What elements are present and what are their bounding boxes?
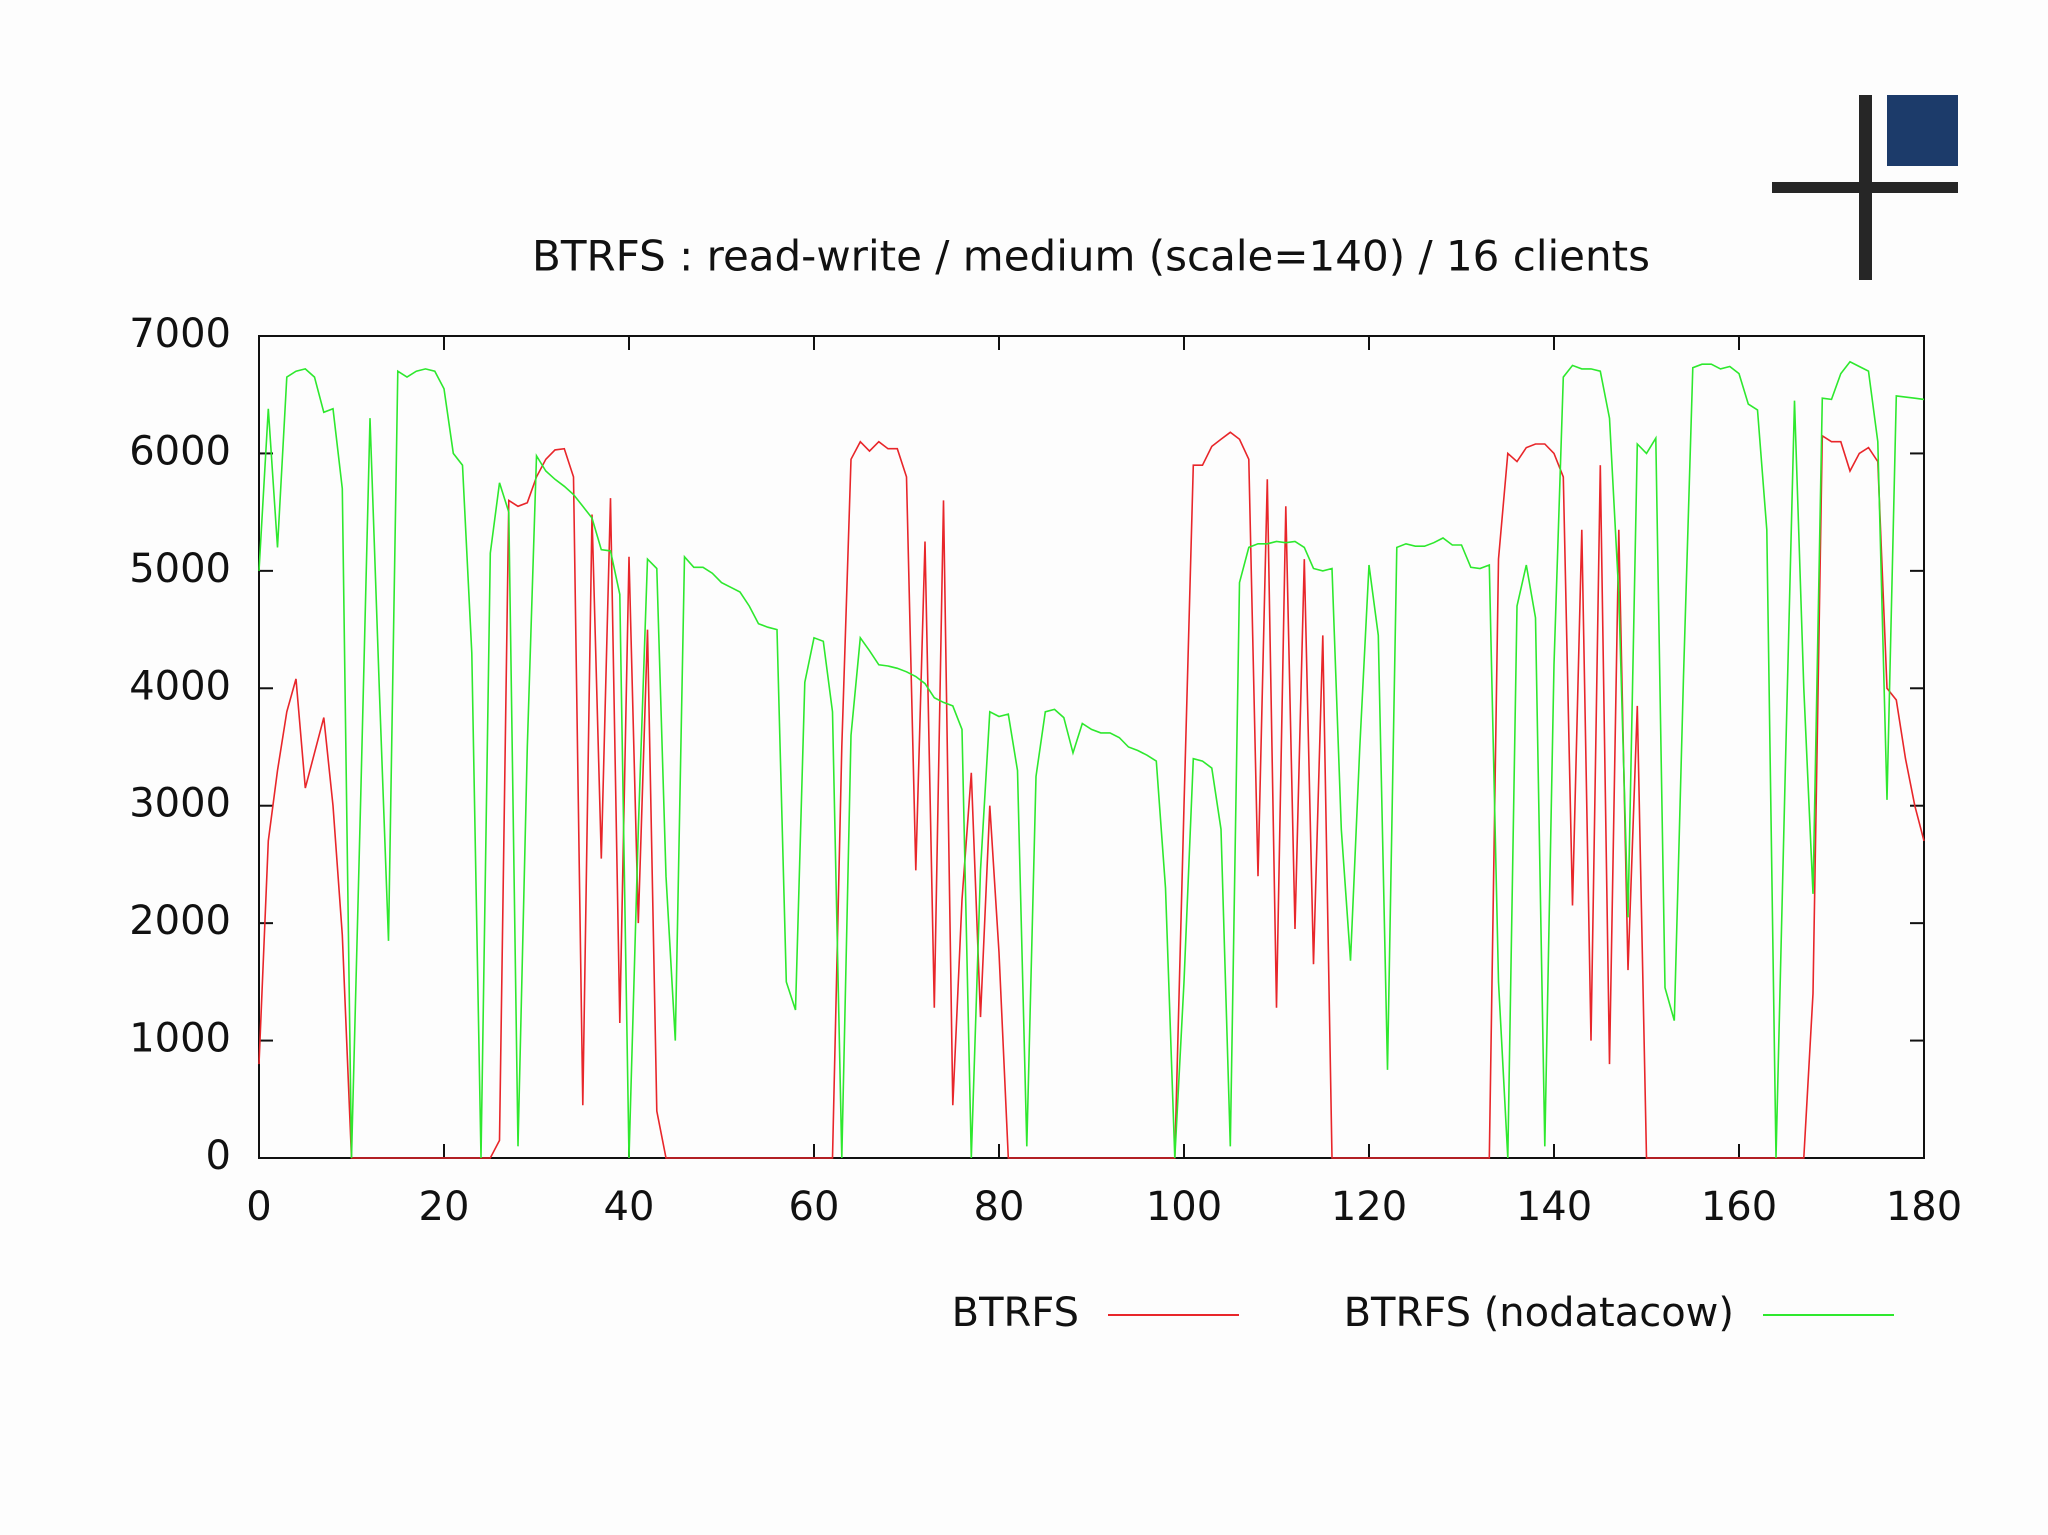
y-tick-label: 5000 <box>129 546 231 592</box>
legend-label: BTRFS <box>952 1290 1079 1336</box>
logo-bar-horizontal <box>1772 182 1958 193</box>
y-tick-label: 2000 <box>129 898 231 944</box>
logo-square <box>1887 95 1958 166</box>
x-tick-label: 80 <box>974 1184 1025 1230</box>
x-tick-label: 60 <box>789 1184 840 1230</box>
y-tick-label: 7000 <box>129 311 231 357</box>
x-tick-label: 20 <box>419 1184 470 1230</box>
legend-label: BTRFS (nodatacow) <box>1344 1290 1734 1336</box>
x-tick-label: 160 <box>1701 1184 1777 1230</box>
x-tick-label: 120 <box>1331 1184 1407 1230</box>
series-line <box>258 360 1925 1159</box>
plot-frame <box>258 335 1925 1159</box>
x-tick-label: 0 <box>246 1184 271 1230</box>
y-tick-label: 0 <box>206 1133 231 1179</box>
y-tick-label: 1000 <box>129 1016 231 1062</box>
x-tick-label: 140 <box>1516 1184 1592 1230</box>
chart-title: BTRFS : read-write / medium (scale=140) … <box>532 232 1650 281</box>
y-tick-label: 3000 <box>129 781 231 827</box>
x-tick-label: 180 <box>1886 1184 1962 1230</box>
x-tick-label: 40 <box>604 1184 655 1230</box>
y-tick-label: 4000 <box>129 663 231 709</box>
x-tick-label: 100 <box>1146 1184 1222 1230</box>
y-tick-label: 6000 <box>129 428 231 474</box>
